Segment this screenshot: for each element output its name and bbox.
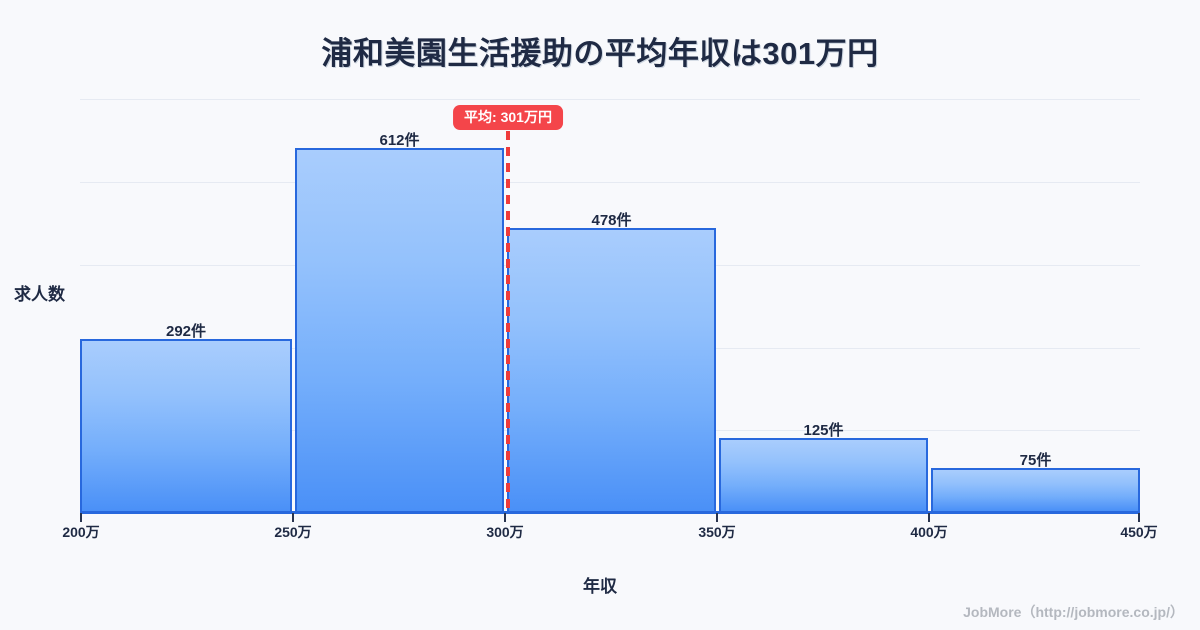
bar-value-612: 612件 (379, 132, 420, 149)
mean-line (506, 131, 510, 513)
y-axis-title: 求人数 (14, 285, 65, 304)
bar-value-478: 478件 (591, 212, 632, 229)
x-tick-label-400: 400万 (910, 524, 948, 540)
x-tick-300 (504, 513, 506, 522)
x-tick-350 (716, 513, 718, 522)
x-tick-label-450: 450万 (1120, 524, 1158, 540)
plot-area: 292件 612件 478件 125件 75件 (80, 95, 1140, 513)
gridline-560 (80, 182, 1140, 183)
bar-250-300[interactable] (295, 148, 504, 513)
bar-300-350[interactable] (507, 228, 716, 513)
mean-badge: 平均: 301万円 (453, 105, 563, 130)
bar-400-450[interactable] (931, 468, 1140, 513)
x-tick-label-250: 250万 (274, 524, 312, 540)
chart-title: 浦和美園生活援助の平均年収は301万円 (321, 36, 879, 71)
x-axis-title: 年収 (583, 577, 617, 596)
x-tick-label-200: 200万 (62, 524, 100, 540)
bar-200-250[interactable] (80, 339, 292, 513)
x-tick-200 (80, 513, 82, 522)
x-tick-450 (1138, 513, 1140, 522)
bar-value-125: 125件 (803, 422, 844, 439)
bar-value-75: 75件 (1019, 452, 1052, 469)
x-tick-label-350: 350万 (698, 524, 736, 540)
gridline-700 (80, 99, 1140, 100)
watermark: JobMore（http://jobmore.co.jp/） (963, 604, 1184, 620)
x-axis-line (80, 511, 1140, 514)
x-tick-400 (928, 513, 930, 522)
bar-350-400[interactable] (719, 438, 928, 513)
x-tick-label-300: 300万 (486, 524, 524, 540)
x-tick-250 (292, 513, 294, 522)
bar-value-292: 292件 (165, 323, 207, 340)
